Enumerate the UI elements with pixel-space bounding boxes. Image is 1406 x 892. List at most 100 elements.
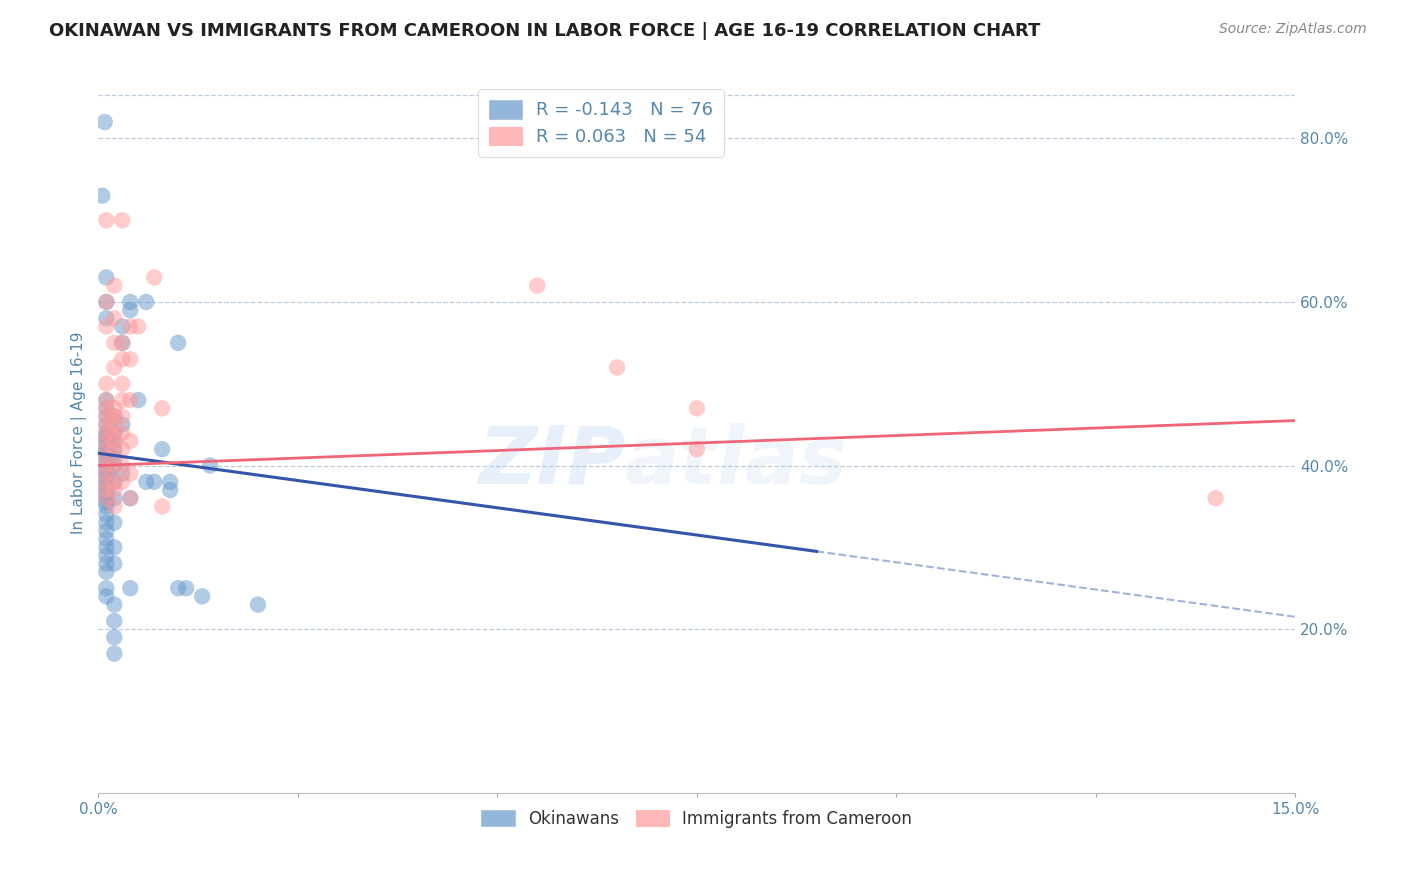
Point [103, 475, 125, 489]
Point [96, 541, 118, 555]
Text: atlas: atlas [626, 423, 848, 500]
Point [96, 430, 118, 444]
Point [96, 532, 118, 546]
Point [111, 319, 134, 334]
Point [96, 409, 118, 424]
Point [96, 213, 118, 227]
Point [96, 590, 118, 604]
Point [143, 475, 166, 489]
Point [96, 557, 118, 571]
Point [96, 450, 118, 465]
Point [111, 475, 134, 489]
Point [111, 213, 134, 227]
Point [167, 581, 190, 595]
Point [111, 335, 134, 350]
Point [96, 462, 118, 476]
Point [96, 479, 118, 493]
Point [103, 483, 125, 497]
Point [96, 376, 118, 391]
Point [103, 360, 125, 375]
Point [606, 360, 628, 375]
Point [96, 319, 118, 334]
Point [111, 393, 134, 408]
Point [120, 434, 142, 448]
Y-axis label: In Labor Force | Age 16-19: In Labor Force | Age 16-19 [72, 332, 87, 534]
Point [198, 458, 221, 473]
Point [96, 425, 118, 440]
Point [103, 500, 125, 514]
Point [135, 295, 157, 310]
Point [191, 590, 214, 604]
Point [96, 491, 118, 506]
Point [159, 483, 181, 497]
Point [143, 270, 166, 285]
Point [686, 401, 709, 416]
Point [96, 434, 118, 448]
Point [96, 491, 118, 506]
Point [96, 475, 118, 489]
Point [1205, 491, 1227, 506]
Point [103, 491, 125, 506]
Point [103, 557, 125, 571]
Point [120, 467, 142, 481]
Point [150, 401, 173, 416]
Point [111, 335, 134, 350]
Point [150, 442, 173, 457]
Point [96, 401, 118, 416]
Point [111, 417, 134, 432]
Point [96, 295, 118, 310]
Point [103, 450, 125, 465]
Point [96, 417, 118, 432]
Point [103, 409, 125, 424]
Point [103, 647, 125, 661]
Point [103, 434, 125, 448]
Point [96, 508, 118, 522]
Point [103, 598, 125, 612]
Point [111, 467, 134, 481]
Point [103, 458, 125, 473]
Point [96, 295, 118, 310]
Point [167, 335, 190, 350]
Point [96, 442, 118, 457]
Point [96, 438, 118, 452]
Point [96, 487, 118, 501]
Point [120, 319, 142, 334]
Point [96, 393, 118, 408]
Point [96, 458, 118, 473]
Point [96, 442, 118, 457]
Point [96, 311, 118, 326]
Point [111, 458, 134, 473]
Point [103, 516, 125, 530]
Point [96, 471, 118, 485]
Point [96, 516, 118, 530]
Point [120, 581, 142, 595]
Point [91, 188, 114, 202]
Point [96, 483, 118, 497]
Point [96, 393, 118, 408]
Point [159, 475, 181, 489]
Point [103, 541, 125, 555]
Point [96, 495, 118, 509]
Point [96, 483, 118, 497]
Point [103, 335, 125, 350]
Point [96, 409, 118, 424]
Point [103, 475, 125, 489]
Point [111, 352, 134, 367]
Point [120, 393, 142, 408]
Point [96, 450, 118, 465]
Point [120, 295, 142, 310]
Point [96, 467, 118, 481]
Point [111, 442, 134, 457]
Point [96, 425, 118, 440]
Point [96, 549, 118, 563]
Point [120, 352, 142, 367]
Point [103, 630, 125, 644]
Point [96, 454, 118, 468]
Point [103, 442, 125, 457]
Point [96, 417, 118, 432]
Point [96, 467, 118, 481]
Point [127, 393, 149, 408]
Point [103, 614, 125, 628]
Point [96, 500, 118, 514]
Point [103, 409, 125, 424]
